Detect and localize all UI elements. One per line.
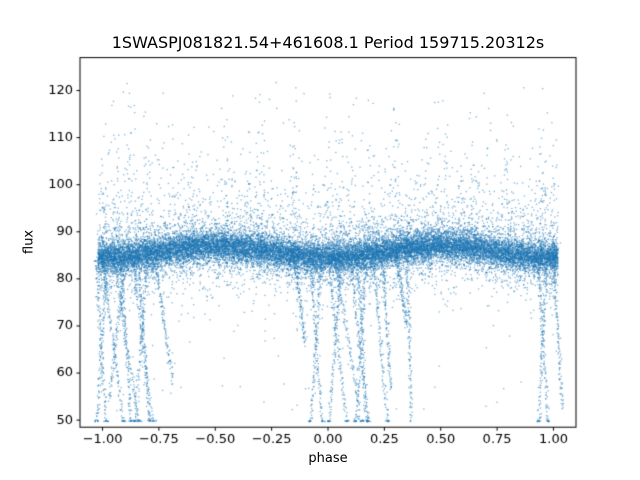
x-axis-label: phase bbox=[308, 451, 348, 466]
y-axis-label: flux bbox=[21, 229, 37, 255]
chart-title: 1SWASPJ081821.54+461608.1 Period 159715.… bbox=[111, 33, 545, 52]
